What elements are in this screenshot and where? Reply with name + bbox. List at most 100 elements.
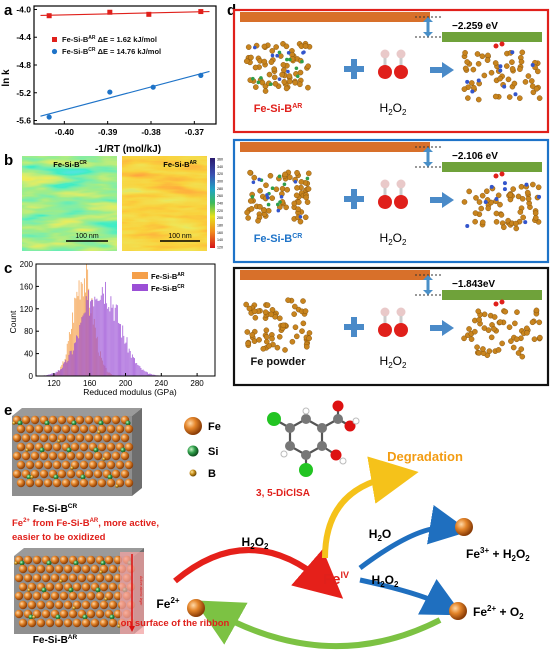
data-point (107, 89, 113, 95)
fe-atom (111, 415, 121, 425)
fe-atom (14, 573, 24, 583)
histogram-bar (74, 297, 76, 376)
fe-atom (466, 188, 472, 195)
fe-atom (30, 433, 40, 443)
fe-atom (529, 83, 536, 89)
fe-atom (245, 215, 251, 221)
fe-atom (461, 335, 467, 342)
fe-atom (45, 618, 55, 628)
histogram-bar (146, 372, 148, 376)
histogram-bar (52, 373, 54, 376)
fe-atom (282, 171, 288, 178)
colorbar-tick-label: 180 (217, 224, 223, 228)
fe-atom (520, 214, 526, 221)
y-tick-label: -5.2 (16, 88, 31, 98)
histogram-bar (72, 350, 74, 376)
fe-atom (25, 478, 35, 488)
si-atom (100, 560, 106, 566)
fe-atom (276, 334, 283, 340)
panel-c-legend: Fe-Si-BAR Fe-Si-BCR (132, 272, 185, 293)
material-label: Fe powder (250, 356, 306, 368)
colorbar-tick-label: 280 (217, 187, 223, 191)
histogram-bar (75, 298, 77, 376)
arrow-blue-upper (358, 504, 470, 571)
fe-atom (84, 469, 94, 479)
fe-atom (530, 89, 537, 96)
panel-a-axes: -0.40 -0.39 -0.38 -0.37 -4.0 -4.4 -4.8 -5.2 -5.6 (16, 4, 217, 137)
fe-atom (285, 297, 291, 303)
fe-atom (260, 345, 267, 352)
h2o2-mid-label: H2O2 (372, 573, 399, 589)
fe-atom (48, 433, 58, 443)
fe-atom (124, 442, 134, 452)
panel-label-c: c (4, 260, 13, 277)
fe-atom (525, 73, 532, 79)
b-atom (265, 195, 270, 200)
fe-atom (59, 609, 69, 619)
si-atom (294, 66, 299, 71)
fe-atom (268, 311, 275, 318)
si-atom (68, 587, 74, 593)
b-atom (298, 215, 303, 219)
fe-atom (266, 343, 272, 349)
fe-atom (507, 192, 514, 198)
histogram-bar (149, 373, 151, 376)
h2o2-label: H2O2 (380, 231, 407, 247)
fe-atom (247, 169, 253, 176)
fe-atom (93, 433, 103, 443)
fe-atom (102, 433, 112, 443)
si-atom (66, 447, 72, 453)
cr-ribbon-label: Fe-Si-BCR (33, 503, 78, 515)
histogram-bar (124, 343, 126, 376)
fe-atom (507, 196, 514, 203)
histogram-bar (102, 293, 104, 376)
legend-marker-cr (51, 48, 58, 55)
fe-atom (511, 80, 518, 87)
fe-atom (244, 329, 251, 335)
fe-atom (21, 415, 31, 425)
fe-atom (79, 460, 89, 470)
fe-atom (297, 69, 304, 76)
fe-atom (283, 43, 290, 50)
fe-atom (261, 43, 268, 50)
fe-atom (472, 210, 479, 216)
panel-label-b: b (4, 152, 14, 169)
fe-atom (491, 314, 498, 320)
map-cr (22, 156, 117, 251)
fe-atom (466, 326, 472, 332)
histogram-bar (120, 324, 122, 376)
b-atom (476, 78, 481, 83)
legend-fe-ball (184, 417, 202, 435)
fe-atom (246, 305, 253, 312)
fe-atom (252, 64, 259, 71)
fe-atom (99, 600, 109, 610)
si-atom (277, 174, 282, 179)
fe-atom (90, 618, 100, 628)
histogram-bar (107, 308, 109, 376)
panel-c-axes: 120 160 200 240 280 0 40 80 120 160 200 (20, 260, 216, 388)
fe-atom (43, 424, 53, 434)
histogram-bar (143, 370, 145, 376)
fe2-active-note-line1: Fe2+ from Fe-Si-BAR, more active, (12, 518, 159, 529)
x-tick-label: -0.38 (141, 127, 161, 137)
fe-atom (468, 80, 475, 86)
data-point (107, 9, 113, 15)
b-atom (530, 62, 535, 67)
fe-atom (465, 95, 471, 101)
fe-atom (518, 58, 525, 65)
fe-atom (299, 328, 305, 334)
histogram-bar (84, 312, 86, 376)
fe-atom (491, 326, 497, 332)
panel-c-xlabel: Reduced modulus (GPa) (83, 387, 177, 397)
fe-atom (283, 85, 290, 92)
fe-atom (269, 335, 275, 342)
legend-swatch-ar (132, 272, 148, 279)
colorbar-ticks: 360 340 320 300 280 260 240 220 200 180 160 140 120 (217, 158, 223, 250)
fe-atom (289, 338, 296, 345)
fe-atom (464, 59, 470, 65)
panel-d-row: −2.106 eV Fe-Si-BCR H2O2 (232, 138, 550, 264)
histogram-bar (82, 315, 84, 376)
si-atom (80, 474, 86, 480)
histogram-bar (87, 290, 89, 376)
